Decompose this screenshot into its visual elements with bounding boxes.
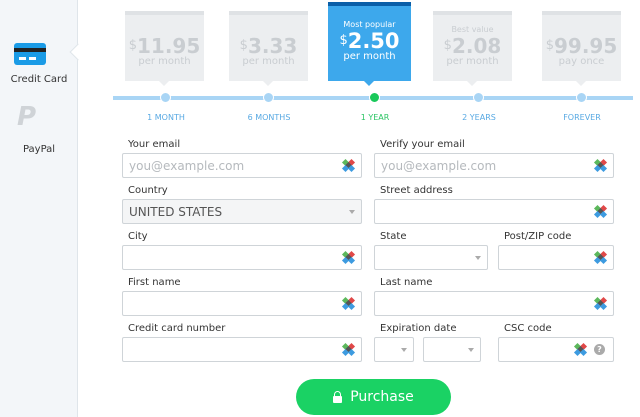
plan-card[interactable]: $11.95 per month [125,11,204,86]
card-number-label: Credit card number [128,323,226,334]
country-select[interactable]: UNITED STATES [122,199,362,224]
first-name-field[interactable] [122,291,362,316]
price-value: 11.95 [137,34,201,58]
verify-email-placeholder: you@example.com [381,159,497,173]
email-placeholder: you@example.com [129,159,245,173]
city-label: City [128,231,148,242]
credit-card-icon [14,43,46,65]
chevron-down-icon [349,210,355,214]
currency-symbol: $ [545,38,554,53]
country-label: Country [128,185,168,196]
chevron-down-icon [468,348,474,352]
currency-symbol: $ [443,38,452,53]
currency-symbol: $ [239,38,248,53]
country-value: UNITED STATES [129,205,223,219]
plan-timeline-dot[interactable] [576,92,587,103]
plan-term-label[interactable]: 2 YEARS [462,113,496,122]
autofill-icon[interactable] [593,204,608,219]
chevron-down-icon [401,348,407,352]
purchase-button[interactable]: Purchase [296,379,451,415]
verify-email-label: Verify your email [380,139,465,150]
autofill-icon[interactable] [341,158,356,173]
plan-timeline-dot[interactable] [473,92,484,103]
plan-term-label[interactable]: FOREVER [563,113,601,122]
autofill-icon[interactable] [341,342,356,357]
autofill-icon[interactable] [341,250,356,265]
plan-card[interactable]: $99.95 pay once [542,11,621,86]
expiration-year-select[interactable] [423,337,481,362]
sidebar-item-label: PayPal [22,144,56,155]
zip-field[interactable] [498,245,614,270]
state-select[interactable] [374,245,488,270]
plan-price: $3.33 [229,35,308,57]
plan-card[interactable]: Best value $2.08 per month [433,11,512,86]
street-field[interactable] [374,199,614,224]
email-field[interactable]: you@example.com [122,153,362,178]
sidebar-item-paypal[interactable]: P PayPal [0,102,78,158]
card-number-field[interactable] [122,337,362,362]
plan-card[interactable]: Most popular $2.50 per month [328,2,411,86]
plan-term-label[interactable]: 1 YEAR [360,113,390,122]
plan-card[interactable]: $3.33 per month [229,11,308,86]
plan-period: per month [138,56,191,67]
plan-period: pay once [558,56,605,67]
price-value: 2.50 [347,29,400,53]
plan-tag: Best value [451,25,494,34]
plan-period: per month [242,56,295,67]
first-name-label: First name [128,277,181,288]
last-name-label: Last name [380,277,433,288]
plan-timeline-dot[interactable] [160,92,171,103]
expiration-month-select[interactable] [374,337,414,362]
plan-tag: Most popular [343,20,396,29]
autofill-icon[interactable] [593,296,608,311]
sidebar-item-label: Credit Card [10,74,68,85]
price-value: 3.33 [247,34,298,58]
chevron-down-icon [475,256,481,260]
help-icon[interactable]: ? [594,344,605,355]
plan-term-label[interactable]: 6 MONTHS [247,113,291,122]
payment-method-sidebar: Credit Card P PayPal [0,0,87,417]
zip-label: Post/ZIP code [504,231,572,242]
sidebar-item-credit-card[interactable]: Credit Card [0,30,78,90]
purchase-label: Purchase [350,389,414,405]
paypal-icon: P [17,102,37,132]
last-name-field[interactable] [374,291,614,316]
plan-price: $2.50 [328,30,411,52]
email-label: Your email [128,139,181,150]
city-field[interactable] [122,245,362,270]
autofill-icon[interactable] [593,250,608,265]
csc-field[interactable]: ? [498,337,614,362]
currency-symbol: $ [339,33,348,48]
plan-period: per month [343,51,396,62]
plan-price: $2.08 [433,35,512,57]
plan-price: $99.95 [542,35,621,57]
plan-price: $11.95 [125,35,204,57]
plan-period: per month [446,56,499,67]
state-label: State [380,231,407,242]
price-value: 99.95 [554,34,618,58]
verify-email-field[interactable]: you@example.com [374,153,614,178]
currency-symbol: $ [128,38,137,53]
street-label: Street address [380,185,453,196]
autofill-icon[interactable] [593,158,608,173]
autofill-icon[interactable] [573,342,588,357]
price-value: 2.08 [451,34,502,58]
lock-icon [333,391,343,403]
csc-label: CSC code [504,323,552,334]
plan-term-label[interactable]: 1 MONTH [147,113,185,122]
plan-timeline-dot[interactable] [369,92,380,103]
plan-timeline-dot[interactable] [263,92,274,103]
expiration-label: Expiration date [380,323,457,334]
autofill-icon[interactable] [341,296,356,311]
